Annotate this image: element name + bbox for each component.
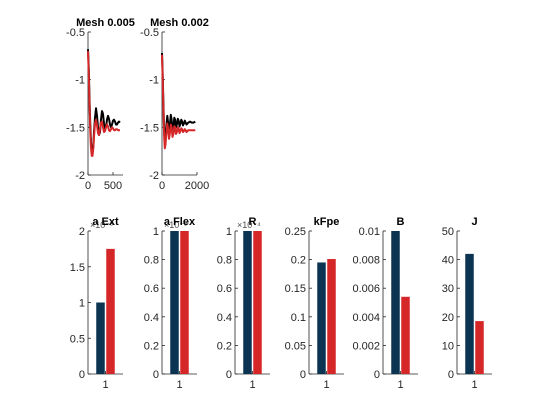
y-tick-label: 0.2 (291, 255, 306, 267)
axes-title: J (471, 216, 477, 228)
y-tick-label: 0 (153, 369, 159, 381)
plot-area (162, 32, 197, 175)
series-line-1 (87, 49, 121, 155)
plot-area (162, 231, 197, 374)
y-tick-label: -0.5 (140, 27, 159, 39)
y-tick-label: 0.8 (144, 255, 159, 267)
y-tick-label: 30 (442, 283, 454, 295)
bar-1 (391, 231, 400, 374)
y-tick-label: 0.05 (285, 340, 306, 352)
axes-title: B (397, 216, 405, 228)
y-tick-label: 0.1 (291, 312, 306, 324)
y-tick-label: 0.4 (217, 312, 232, 324)
axes-title: kFpe (314, 216, 340, 228)
y-tick-label: -1.5 (140, 122, 159, 134)
plot-area (309, 231, 344, 374)
y-tick-label: 0.25 (285, 226, 306, 238)
exponent-label: ×10⁻³ (164, 220, 187, 230)
axes-title: R (249, 216, 257, 228)
x-tick-label: 0 (85, 180, 91, 192)
x-tick-label: 0 (159, 180, 165, 192)
y-tick-label: 2 (79, 226, 85, 238)
y-tick-label: 0.2 (144, 340, 159, 352)
y-tick-label: 20 (442, 312, 454, 324)
bar-1 (96, 302, 105, 374)
y-tick-label: 10 (442, 340, 454, 352)
y-tick-label: 0.008 (352, 255, 380, 267)
y-tick-label: 1 (153, 226, 159, 238)
x-tick-label: 1 (397, 379, 403, 391)
y-tick-label: 40 (442, 255, 454, 267)
axes-8: 0 10 20 30 40 50 1 J (442, 216, 492, 391)
series-line-2 (161, 54, 196, 150)
axes-title: a Ext (92, 216, 119, 228)
x-tick-label: 1 (249, 379, 255, 391)
axes-5: 0 0.2 0.4 0.6 0.8 1 1 ×10⁻⁴R (217, 216, 270, 391)
axes-6: 0 0.05 0.1 0.15 0.2 0.25 1 kFpe (285, 216, 344, 391)
bar-2 (475, 321, 484, 374)
bar-1 (243, 231, 252, 374)
plot-area (457, 231, 492, 374)
y-tick-label: -1 (149, 75, 159, 87)
y-tick-label: -1.5 (66, 122, 85, 134)
exponent-label: ×10⁻⁴ (237, 220, 261, 230)
bar-2 (106, 248, 115, 374)
x-tick-label: 1 (176, 379, 182, 391)
y-tick-label: 1 (226, 226, 232, 238)
y-tick-label: 0.6 (217, 283, 232, 295)
exponent-label: ×10⁻³ (90, 220, 113, 230)
bar-2 (401, 296, 410, 374)
y-tick-label: 0.004 (352, 312, 380, 324)
y-tick-label: 0.6 (144, 283, 159, 295)
x-tick-label: 1 (471, 379, 477, 391)
axes-title: Mesh 0.005 (76, 17, 135, 29)
y-tick-label: -2 (149, 170, 159, 182)
axes-4: 0 0.2 0.4 0.6 0.8 1 1 ×10⁻³a Flex (144, 216, 197, 391)
y-tick-label: 0.01 (359, 226, 380, 238)
x-tick-label: 1 (323, 379, 329, 391)
y-tick-label: 0 (374, 369, 380, 381)
y-tick-label: -2 (75, 170, 85, 182)
y-tick-label: 1 (79, 298, 85, 310)
axes-7: 0 0.002 0.004 0.006 0.008 0.01 1 B (352, 216, 418, 391)
bar-2 (327, 259, 336, 374)
y-tick-label: 0 (300, 369, 306, 381)
plot-area (235, 231, 270, 374)
bar-2 (180, 231, 189, 374)
x-tick-label: 2000 (185, 180, 209, 192)
y-tick-label: 0 (448, 369, 454, 381)
bar-1 (317, 262, 326, 374)
y-tick-label: 0 (226, 369, 232, 381)
bar-1 (465, 253, 474, 374)
y-tick-label: -1 (75, 75, 85, 87)
bar-1 (170, 231, 179, 374)
y-tick-label: 1.5 (70, 262, 85, 274)
x-tick-label: 1 (102, 379, 108, 391)
y-tick-label: 0.15 (285, 283, 306, 295)
axes-3: 0 0.5 1 1.5 2 1 ×10⁻³a Ext (70, 216, 123, 391)
axes-1: -2 -1.5 -1 -0.5 0 500 Mesh 0.005 (66, 17, 135, 192)
y-tick-label: 0.2 (217, 340, 232, 352)
axes-title: Mesh 0.002 (150, 17, 209, 29)
y-tick-label: 0.5 (70, 333, 85, 345)
y-tick-label: 0 (79, 369, 85, 381)
y-tick-label: 50 (442, 226, 454, 238)
plot-area (88, 231, 123, 374)
y-tick-label: -0.5 (66, 27, 85, 39)
y-tick-label: 0.006 (352, 283, 380, 295)
bar-2 (253, 231, 262, 374)
y-tick-label: 0.4 (144, 312, 159, 324)
plot-area (383, 231, 418, 374)
y-tick-label: 0.8 (217, 255, 232, 267)
series-line-2 (87, 51, 120, 157)
axes-title: a Flex (164, 216, 196, 228)
y-tick-label: 0.002 (352, 340, 380, 352)
axes-2: -2 -1.5 -1 -0.5 0 2000 Mesh 0.002 (140, 17, 209, 192)
x-tick-label: 500 (104, 180, 122, 192)
